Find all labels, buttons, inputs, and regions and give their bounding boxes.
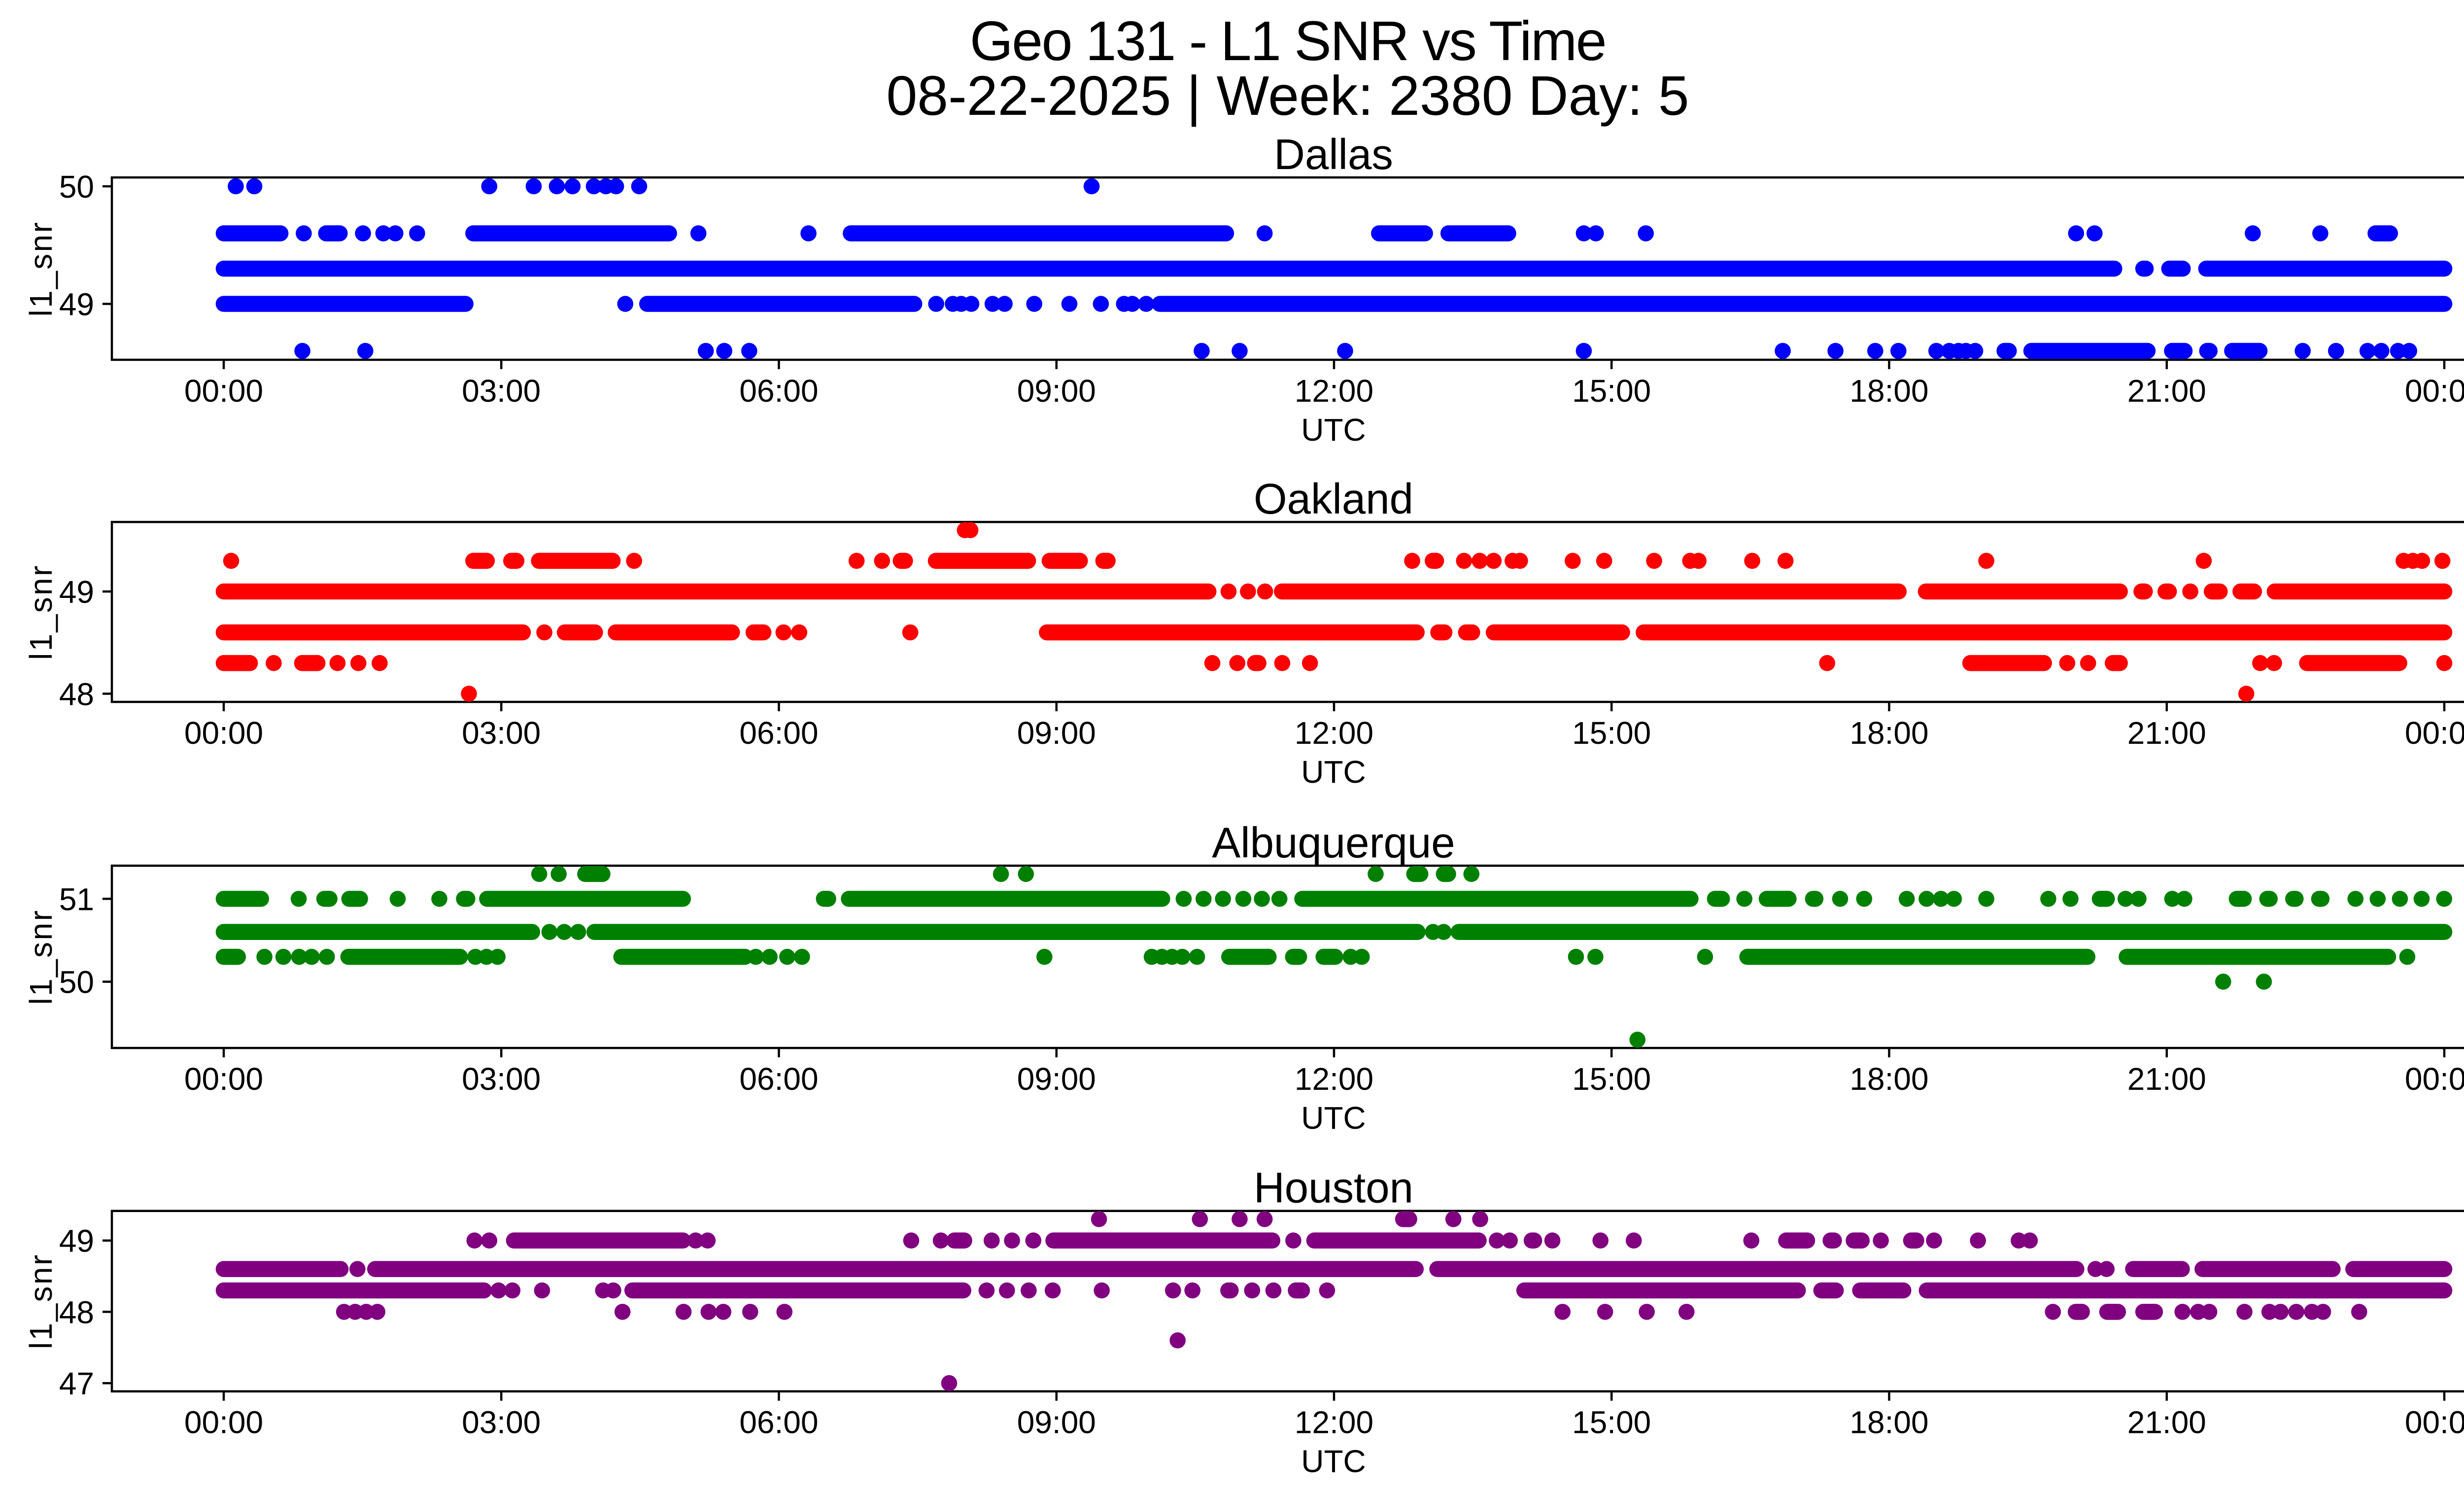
svg-text:15:00: 15:00	[1572, 1061, 1651, 1097]
svg-text:06:00: 06:00	[739, 715, 818, 751]
svg-text:00:00: 00:00	[2405, 715, 2464, 751]
svg-text:15:00: 15:00	[1572, 373, 1651, 409]
svg-text:03:00: 03:00	[462, 715, 541, 751]
svg-text:09:00: 09:00	[1017, 373, 1096, 409]
svg-text:Geo 131 - L1 SNR vs Time: Geo 131 - L1 SNR vs Time	[970, 10, 1606, 72]
svg-text:50: 50	[59, 965, 94, 1000]
svg-text:UTC: UTC	[1301, 1444, 1366, 1479]
svg-text:47: 47	[59, 1366, 94, 1401]
svg-text:00:00: 00:00	[184, 1061, 263, 1097]
svg-text:00:00: 00:00	[2405, 1061, 2464, 1097]
svg-text:51: 51	[59, 882, 94, 917]
svg-text:18:00: 18:00	[1849, 1061, 1928, 1097]
svg-text:Houston: Houston	[1254, 1164, 1413, 1212]
svg-text:00:00: 00:00	[184, 1405, 263, 1440]
svg-text:21:00: 21:00	[2127, 1405, 2206, 1440]
svg-text:49: 49	[59, 1223, 94, 1259]
svg-text:06:00: 06:00	[739, 1405, 818, 1440]
svg-text:15:00: 15:00	[1572, 715, 1651, 751]
svg-text:UTC: UTC	[1301, 412, 1366, 448]
svg-text:21:00: 21:00	[2127, 715, 2206, 751]
svg-text:00:00: 00:00	[2405, 373, 2464, 409]
svg-text:Oakland: Oakland	[1254, 475, 1413, 523]
svg-text:00:00: 00:00	[184, 715, 263, 751]
svg-text:UTC: UTC	[1301, 1100, 1366, 1136]
svg-text:06:00: 06:00	[739, 1061, 818, 1097]
svg-text:18:00: 18:00	[1849, 715, 1928, 751]
svg-text:12:00: 12:00	[1295, 1405, 1373, 1440]
svg-text:48: 48	[59, 1294, 94, 1330]
svg-text:08-22-2025 | Week: 2380 Day: 5: 08-22-2025 | Week: 2380 Day: 5	[886, 65, 1689, 127]
svg-text:Dallas: Dallas	[1274, 131, 1393, 178]
svg-text:l1_snr: l1_snr	[23, 564, 59, 660]
svg-text:12:00: 12:00	[1295, 373, 1373, 409]
svg-text:03:00: 03:00	[462, 1061, 541, 1097]
svg-text:09:00: 09:00	[1017, 1061, 1096, 1097]
svg-text:50: 50	[59, 169, 94, 205]
svg-text:UTC: UTC	[1301, 754, 1366, 790]
svg-text:03:00: 03:00	[462, 373, 541, 409]
svg-text:l1_snr: l1_snr	[23, 909, 59, 1005]
svg-text:48: 48	[59, 676, 94, 712]
svg-text:06:00: 06:00	[739, 373, 818, 409]
svg-text:49: 49	[59, 287, 94, 322]
svg-text:03:00: 03:00	[462, 1405, 541, 1440]
svg-text:00:00: 00:00	[2405, 1405, 2464, 1440]
svg-text:12:00: 12:00	[1295, 715, 1373, 751]
svg-text:09:00: 09:00	[1017, 715, 1096, 751]
svg-text:00:00: 00:00	[184, 373, 263, 409]
svg-text:l1_snr: l1_snr	[23, 221, 59, 317]
svg-text:18:00: 18:00	[1849, 373, 1928, 409]
svg-text:12:00: 12:00	[1295, 1061, 1373, 1097]
svg-text:49: 49	[59, 574, 94, 610]
svg-text:21:00: 21:00	[2127, 373, 2206, 409]
svg-text:15:00: 15:00	[1572, 1405, 1651, 1440]
svg-text:21:00: 21:00	[2127, 1061, 2206, 1097]
svg-text:l1_snr: l1_snr	[23, 1253, 59, 1349]
svg-text:18:00: 18:00	[1849, 1405, 1928, 1440]
svg-text:Albuquerque: Albuquerque	[1212, 819, 1455, 867]
svg-text:09:00: 09:00	[1017, 1405, 1096, 1440]
